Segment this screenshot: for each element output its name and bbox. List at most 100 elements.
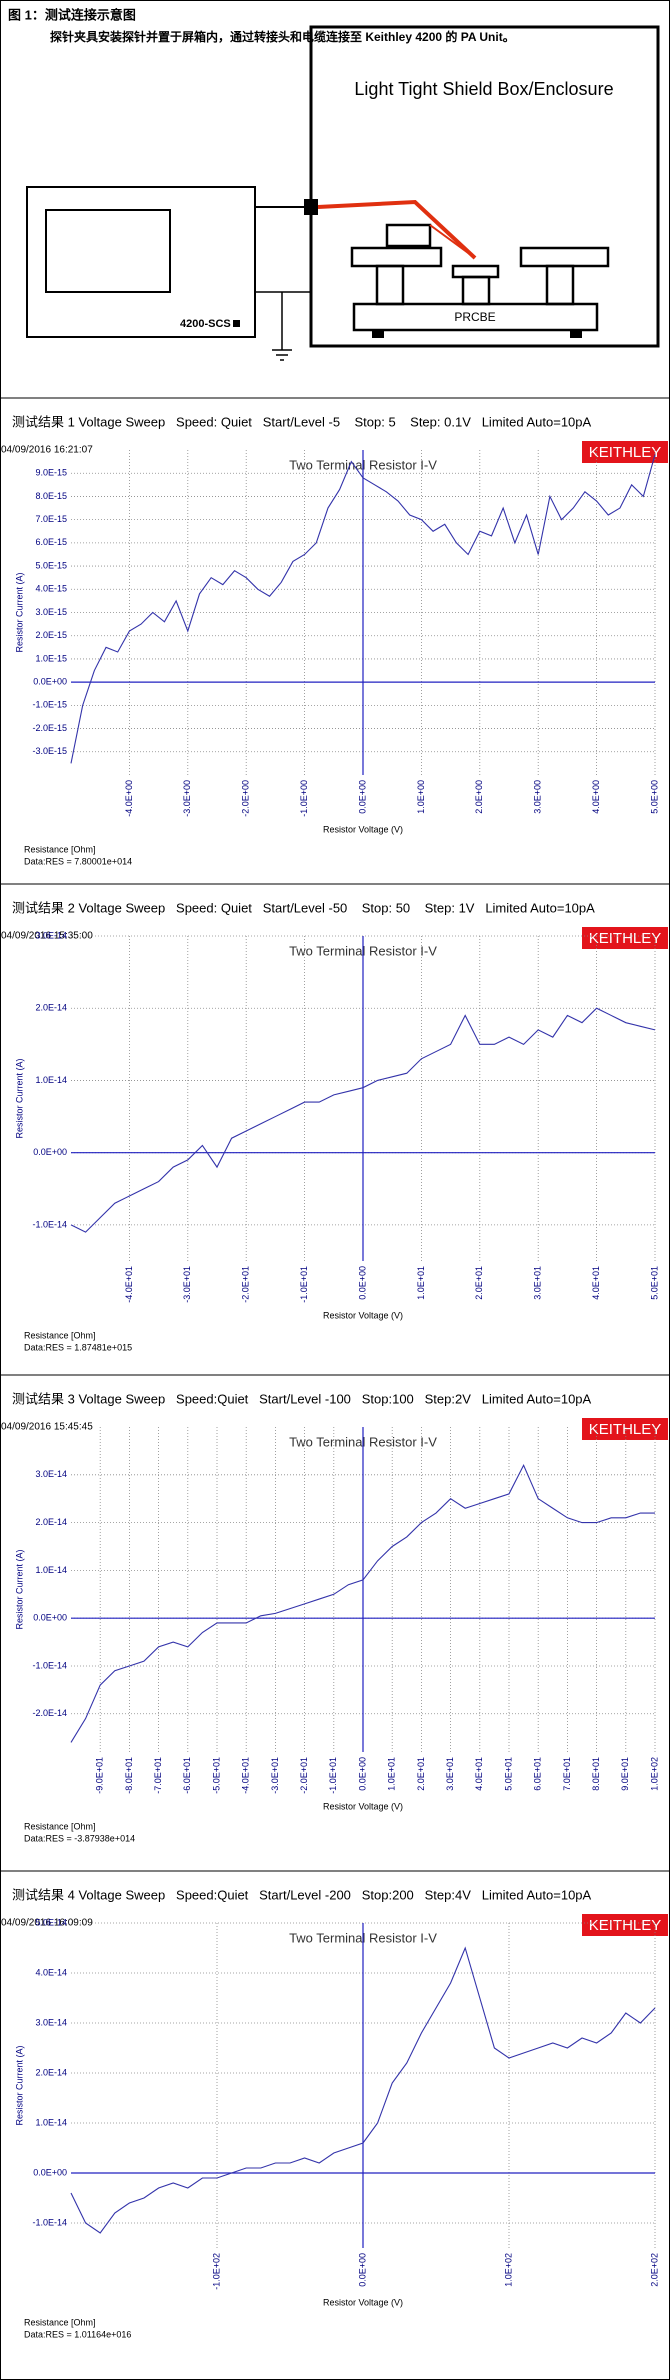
x-tick-label: -4.0E+00 (124, 780, 134, 817)
y-tick-label: 1.0E-14 (35, 2117, 67, 2127)
y-tick-label: 1.0E-15 (35, 653, 67, 663)
positioner-post (545, 264, 575, 306)
x-axis-label: Resistor Voltage (V) (323, 824, 403, 834)
x-tick-label: -6.0E+01 (182, 1757, 192, 1794)
instrument-box (26, 186, 256, 338)
x-tick-label: 8.0E+01 (591, 1757, 601, 1791)
x-tick-label: 5.0E+01 (503, 1757, 513, 1791)
panel-header: 测试结果 2 Voltage Sweep Speed: Quiet Start/… (12, 900, 595, 915)
footer-note: Data:RES = 7.80001e+014 (24, 856, 132, 866)
x-tick-label: -2.0E+00 (241, 780, 251, 817)
measurement-panel: 测试结果 4 Voltage Sweep Speed:Quiet Start/L… (0, 1870, 670, 2339)
y-tick-label: 3.0E-14 (35, 2017, 67, 2027)
enclosure-box (309, 25, 660, 348)
timestamp: 04/09/2016 16:09:09 (1, 1918, 93, 1929)
logo-badge (582, 1914, 668, 1936)
logo: KEITHLEY (589, 444, 662, 461)
footer-note: Resistance [Ohm] (24, 1330, 96, 1340)
x-tick-label: -2.0E+01 (299, 1757, 309, 1794)
y-tick-label: -1.0E-14 (32, 1660, 67, 1670)
stage-foot (570, 330, 582, 338)
timestamp: 04/09/2016 15:45:45 (1, 1422, 93, 1433)
instrument-label: 4200-SCS (180, 318, 231, 330)
x-tick-label: 5.0E+00 (649, 780, 659, 814)
x-tick-label: 1.0E+00 (416, 780, 426, 814)
x-tick-label: -1.0E+02 (211, 2253, 221, 2290)
x-tick-label: 2.0E+02 (649, 2253, 659, 2287)
x-tick-label: -2.0E+01 (241, 1266, 251, 1303)
y-tick-label: 1.0E-14 (35, 1565, 67, 1575)
y-tick-label: -3.0E-15 (32, 746, 67, 756)
x-tick-label: -7.0E+01 (153, 1757, 163, 1794)
y-tick-label: 4.0E-14 (35, 1967, 67, 1977)
stage-label: PRCBE (454, 310, 495, 324)
x-tick-label: 0.0E+00 (357, 780, 367, 814)
y-tick-label: -1.0E-14 (32, 1219, 67, 1229)
x-tick-label: 0.0E+00 (357, 1757, 367, 1791)
x-tick-label: -1.0E+01 (299, 1266, 309, 1303)
logo-badge (582, 927, 668, 949)
x-axis-label: Resistor Voltage (V) (323, 1801, 403, 1811)
footer-note: Resistance [Ohm] (24, 2317, 96, 2327)
y-tick-label: 0.0E+00 (33, 677, 67, 687)
x-axis-label: Resistor Voltage (V) (323, 1310, 403, 1320)
panel-header: 测试结果 4 Voltage Sweep Speed:Quiet Start/L… (12, 1887, 592, 1902)
measurement-panel: 测试结果 2 Voltage Sweep Speed: Quiet Start/… (0, 883, 670, 1352)
x-tick-label: 4.0E+00 (591, 780, 601, 814)
x-tick-label: -9.0E+01 (95, 1757, 105, 1794)
y-tick-label: 0.0E+00 (33, 2167, 67, 2177)
x-tick-label: 3.0E+01 (445, 1757, 455, 1791)
x-tick-label: 6.0E+01 (533, 1757, 543, 1791)
x-tick-label: -3.0E+00 (182, 780, 192, 817)
timestamp: 04/09/2016 15:35:00 (1, 931, 93, 942)
positioner (350, 246, 443, 268)
connector (304, 199, 318, 215)
x-axis-label: Resistor Voltage (V) (323, 2297, 403, 2307)
y-tick-label: 5.0E-14 (35, 1917, 67, 1927)
footer-note: Data:RES = -3.87938e+014 (24, 1833, 135, 1843)
logo: KEITHLEY (589, 930, 662, 947)
x-tick-label: -5.0E+01 (211, 1757, 221, 1794)
footer-note: Resistance [Ohm] (24, 844, 96, 854)
x-tick-label: -4.0E+01 (124, 1266, 134, 1303)
y-tick-label: -2.0E-15 (32, 723, 67, 733)
timestamp: 04/09/2016 16:21:07 (1, 445, 93, 456)
data-line (70, 454, 656, 764)
y-tick-label: 3.0E-15 (35, 607, 67, 617)
x-tick-label: 1.0E+01 (416, 1266, 426, 1300)
y-tick-label: 2.0E-14 (35, 1517, 67, 1527)
logo-badge (582, 441, 668, 463)
y-tick-label: 2.0E-14 (35, 1003, 67, 1013)
y-tick-label: 2.0E-14 (35, 2067, 67, 2077)
logo: KEITHLEY (589, 1917, 662, 1934)
stage-foot (372, 330, 384, 338)
x-tick-label: 0.0E+00 (357, 2253, 367, 2287)
positioner (519, 246, 610, 268)
logo-badge (582, 1418, 668, 1440)
x-tick-label: 1.0E+01 (387, 1757, 397, 1791)
y-axis-label: Resistor Current (A) (14, 1549, 24, 1629)
x-tick-label: 2.0E+01 (474, 1266, 484, 1300)
y-tick-label: 3.0E-14 (35, 930, 67, 940)
figure-caption: 探针夹具安装探针并置于屏箱内，通过转接头和电缆连接至 Keithley 4200… (50, 29, 515, 44)
footer-note: Data:RES = 1.01164e+016 (24, 2329, 131, 2339)
y-tick-label: 7.0E-15 (35, 514, 67, 524)
x-tick-label: 1.0E+02 (649, 1757, 659, 1791)
x-tick-label: -3.0E+01 (182, 1266, 192, 1303)
figure-title: 图 1：测试连接示意图 (8, 7, 136, 22)
y-tick-label: 9.0E-15 (35, 468, 67, 478)
data-line (70, 1007, 656, 1233)
measurement-panel: 测试结果 3 Voltage Sweep Speed:Quiet Start/L… (0, 1374, 670, 1843)
positioner-head (385, 223, 432, 248)
y-tick-label: 0.0E+00 (33, 1147, 67, 1157)
measurement-panel: 测试结果 1 Voltage Sweep Speed: Quiet Start/… (0, 397, 670, 866)
y-axis-label: Resistor Current (A) (14, 1058, 24, 1138)
x-tick-label: -4.0E+01 (241, 1757, 251, 1794)
y-axis-label: Resistor Current (A) (14, 572, 24, 652)
y-tick-label: 1.0E-14 (35, 1075, 67, 1085)
footer-note: Data:RES = 1.87481e+015 (24, 1342, 132, 1352)
x-tick-label: 9.0E+01 (620, 1757, 630, 1791)
chuck-post (461, 275, 491, 306)
x-tick-label: 4.0E+01 (474, 1757, 484, 1791)
